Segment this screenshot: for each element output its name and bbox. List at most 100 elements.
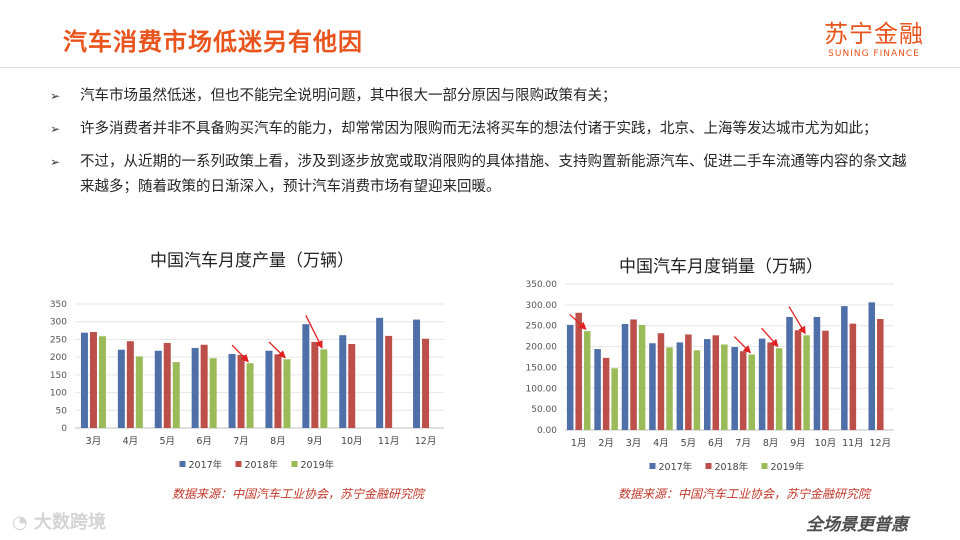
bar-2017年-1月 — [566, 324, 574, 430]
x-tick-label: 6月 — [708, 438, 724, 449]
x-tick-label: 9月 — [307, 436, 323, 447]
y-tick-label: 200 — [50, 353, 67, 363]
x-tick-label: 8月 — [270, 436, 286, 447]
bar-2019年-6月 — [209, 358, 217, 428]
x-tick-label: 1月 — [571, 438, 587, 449]
bar-2017年-3月 — [80, 332, 88, 428]
x-tick-label: 2月 — [598, 438, 614, 449]
bullet-text: 许多消费者并非不具备购买汽车的能力，却常常因为限购而无法将买车的想法付诸于实践，… — [80, 121, 878, 137]
watermark-right: 全场景更普惠 — [806, 515, 908, 535]
bar-2018年-10月 — [822, 330, 829, 430]
bar-2017年-10月 — [813, 316, 821, 430]
bullet-item: ➢ 许多消费者并非不具备购买汽车的能力，却常常因为限购而无法将买车的想法付诸于实… — [50, 117, 910, 142]
x-tick-label: 5月 — [681, 438, 697, 449]
bar-2019年-5月 — [693, 350, 701, 430]
x-tick-label: 8月 — [763, 438, 779, 449]
bar-2017年-9月 — [302, 324, 310, 428]
y-tick-label: 0.00 — [537, 426, 557, 436]
trend-arrow-icon — [788, 306, 806, 335]
x-tick-label: 5月 — [159, 436, 175, 447]
y-tick-label: 150 — [50, 371, 67, 381]
trend-arrow-icon — [231, 344, 249, 363]
bar-2017年-9月 — [786, 316, 793, 430]
bullet-item: ➢ 不过，从近期的一系列政策上看，涉及到逐步放宽或取消限购的具体措施、支持购置新… — [50, 150, 910, 200]
bar-2018年-3月 — [89, 331, 97, 428]
bullet-text: 不过，从近期的一系列政策上看，涉及到逐步放宽或取消限购的具体措施、支持购置新能源… — [80, 154, 907, 195]
chart-title-sales: 中国汽车月度销量（万辆） — [619, 257, 823, 277]
bar-2018年-10月 — [348, 344, 356, 428]
legend-swatch — [705, 463, 712, 469]
bar-2019年-8月 — [775, 348, 783, 430]
y-tick-label: 50 — [56, 406, 68, 416]
sales-chart: 0.00 50.00 100.00 150.00 200.00 250.00 300.00 3… — [526, 280, 894, 473]
bar-2018年-9月 — [311, 341, 319, 428]
legend-swatch — [649, 463, 656, 469]
y-tick-label: 300.00 — [526, 301, 558, 311]
bar-2018年-7月 — [237, 355, 245, 428]
y-tick-label: 250.00 — [526, 322, 558, 332]
trend-arrow-icon — [733, 336, 752, 354]
bar-2018年-4月 — [657, 333, 665, 430]
legend-label: 2017年 — [189, 459, 223, 471]
bar-2017年-4月 — [117, 349, 125, 428]
bar-2019年-7月 — [748, 354, 755, 430]
legend-label: 2018年 — [715, 461, 749, 473]
trend-arrow-icon — [268, 341, 286, 359]
x-tick-label: 12月 — [869, 438, 891, 449]
bar-2017年-4月 — [649, 343, 656, 430]
bar-2019年-3月 — [98, 336, 106, 428]
bar-2019年-3月 — [638, 324, 646, 430]
bar-2017年-8月 — [265, 350, 273, 428]
y-tick-label: 100 — [50, 389, 67, 399]
bar-2018年-6月 — [200, 344, 208, 428]
bar-2018年-5月 — [163, 342, 171, 428]
header-divider — [0, 67, 960, 68]
y-tick-label: 200.00 — [526, 343, 558, 353]
bar-2017年-5月 — [154, 350, 162, 428]
bar-2018年-4月 — [126, 341, 134, 428]
legend-swatch — [179, 461, 186, 467]
legend-label: 2018年 — [245, 459, 279, 471]
watermark-logo-icon: ◔ — [12, 512, 34, 533]
bar-2017年-6月 — [191, 347, 199, 428]
y-tick-label: 150.00 — [526, 363, 558, 373]
bullet-list: ➢ 汽车市场虽然低迷，但也不能完全说明问题，其中很大一部分原因与限购政策有关； … — [50, 84, 910, 208]
y-tick-label: 50.00 — [531, 405, 557, 415]
y-tick-label: 350 — [50, 300, 67, 310]
y-tick-label: 350.00 — [526, 280, 558, 290]
x-tick-label: 7月 — [233, 436, 249, 447]
bar-2017年-8月 — [758, 338, 766, 430]
x-tick-label: 10月 — [341, 436, 363, 447]
x-tick-label: 4月 — [653, 438, 669, 449]
bar-2017年-12月 — [868, 302, 876, 430]
source-note-production: 数据来源：中国汽车工业协会，苏宁金融研究院 — [172, 487, 425, 501]
legend-swatch — [291, 461, 298, 467]
x-tick-label: 11月 — [378, 436, 400, 447]
trend-arrow-icon — [305, 315, 323, 349]
bar-2019年-8月 — [283, 359, 291, 428]
bar-2018年-1月 — [575, 312, 582, 430]
brand-name-en: SUNING FINANCE — [828, 49, 920, 59]
y-tick-label: 300 — [50, 318, 67, 328]
x-tick-label: 3月 — [626, 438, 642, 449]
bar-2018年-7月 — [739, 351, 747, 430]
watermark-left: ◔ 大数跨境 — [12, 508, 106, 534]
arrow-bullet-icon: ➢ — [50, 155, 61, 169]
bar-2019年-6月 — [721, 344, 728, 430]
y-tick-label: 0 — [61, 424, 67, 434]
bullet-item: ➢ 汽车市场虽然低迷，但也不能完全说明问题，其中很大一部分原因与限购政策有关； — [50, 84, 910, 109]
source-note-sales: 数据来源：中国汽车工业协会，苏宁金融研究院 — [618, 487, 871, 501]
production-chart: 0 50 100 150 200 250 300 350 3月 4月 5月 6月 7月 8月 9月 10月 11… — [50, 300, 444, 471]
y-tick-label: 100.00 — [526, 384, 558, 394]
x-tick-label: 3月 — [86, 436, 102, 447]
bar-2018年-5月 — [685, 334, 692, 430]
brand-name-cn: 苏宁金融 — [824, 20, 924, 48]
bullet-text: 汽车市场虽然低迷，但也不能完全说明问题，其中很大一部分原因与限购政策有关； — [80, 88, 617, 104]
bar-2017年-7月 — [228, 353, 236, 428]
bar-2019年-4月 — [666, 347, 673, 430]
bar-2018年-8月 — [274, 354, 282, 428]
x-tick-label: 7月 — [735, 438, 751, 449]
bar-2018年-3月 — [630, 319, 637, 430]
trend-arrow-icon — [569, 313, 587, 330]
bar-2017年-12月 — [413, 319, 421, 428]
